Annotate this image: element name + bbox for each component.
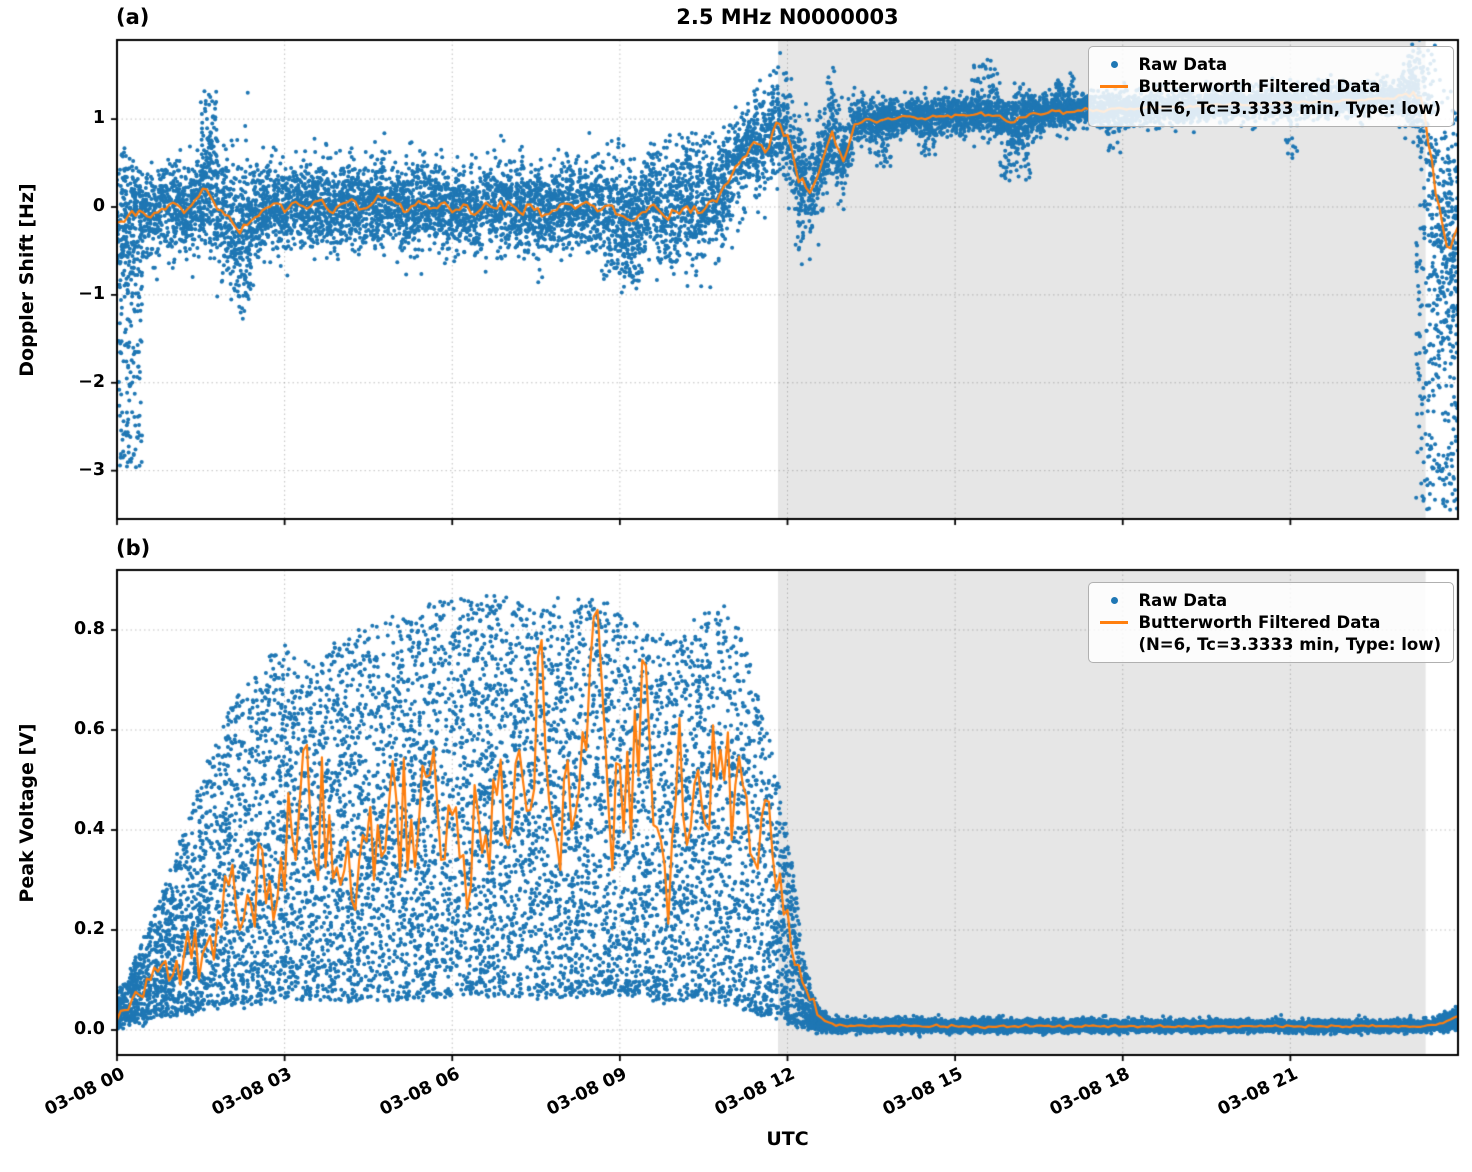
y-tick-label: 0.4 bbox=[73, 819, 105, 839]
filtered-line-marker-icon bbox=[1099, 621, 1129, 625]
legend-filtered-label: Butterworth Filtered Data bbox=[1138, 76, 1381, 96]
y-tick-label: −1 bbox=[78, 283, 105, 304]
raw-dot-icon bbox=[1110, 61, 1118, 69]
panel-b-y-axis-label: Peak Voltage [V] bbox=[16, 723, 38, 903]
filtered-line-icon bbox=[1100, 85, 1129, 89]
y-tick-label: 0.6 bbox=[73, 719, 105, 739]
filtered-line-icon bbox=[1100, 621, 1129, 625]
chart-title: 2.5 MHz N0000003 bbox=[676, 5, 899, 29]
legend-raw-label: Raw Data bbox=[1138, 591, 1228, 610]
legend-raw-label: Raw Data bbox=[1138, 55, 1228, 74]
panel-a-label: (a) bbox=[116, 5, 150, 29]
y-tick-label: 0.8 bbox=[73, 619, 105, 639]
legend-filtered-row: Butterworth Filtered Data bbox=[1099, 76, 1441, 98]
legend-filtered-row: Butterworth Filtered Data bbox=[1099, 612, 1441, 634]
legend-raw-row: Raw Data bbox=[1099, 54, 1441, 76]
legend-filtered-label: Butterworth Filtered Data bbox=[1138, 612, 1381, 632]
legend-raw-row: Raw Data bbox=[1099, 590, 1441, 612]
raw-data-marker-icon bbox=[1099, 61, 1129, 69]
panel-b-label: (b) bbox=[116, 536, 151, 560]
legend-filtered-sublabel: (N=6, Tc=3.3333 min, Type: low) bbox=[1138, 98, 1441, 118]
legend-filtered-sublabel: (N=6, Tc=3.3333 min, Type: low) bbox=[1138, 634, 1441, 654]
x-axis-label: UTC bbox=[766, 1128, 809, 1150]
y-tick-label: 0.2 bbox=[73, 919, 105, 939]
raw-data-marker-icon bbox=[1099, 597, 1129, 605]
legend-panel-b: Raw Data Butterworth Filtered Data (N=6,… bbox=[1088, 582, 1454, 664]
legend-panel-a: Raw Data Butterworth Filtered Data (N=6,… bbox=[1088, 46, 1454, 128]
raw-dot-icon bbox=[1110, 597, 1118, 605]
y-tick-label: 1 bbox=[92, 108, 105, 129]
y-tick-label: 0.0 bbox=[73, 1019, 105, 1039]
y-tick-label: −2 bbox=[78, 371, 105, 392]
filtered-line-marker-icon bbox=[1099, 85, 1129, 89]
y-tick-label: 0 bbox=[92, 195, 105, 216]
y-tick-label: −3 bbox=[78, 459, 105, 480]
